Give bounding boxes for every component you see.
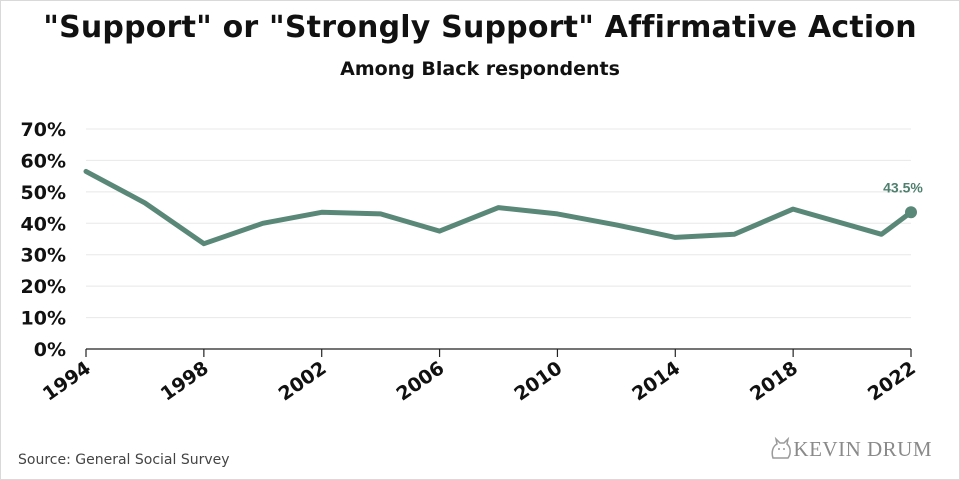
series-line	[83, 168, 914, 247]
chart-title: "Support" or "Strongly Support" Affirmat…	[43, 10, 917, 45]
y-tick-label: 50%	[21, 182, 66, 204]
x-tick-label: 1998	[157, 357, 213, 405]
y-tick-label: 70%	[21, 119, 66, 141]
kevin-drum-logo: KEVIN DRUM	[769, 436, 932, 462]
y-tick-label: 60%	[21, 150, 66, 172]
x-tick-label: 2018	[746, 357, 802, 405]
y-tick-label: 0%	[34, 339, 66, 361]
x-tick-label: 2014	[628, 357, 684, 405]
x-tick-label: 2006	[392, 357, 448, 405]
y-tick-label: 30%	[21, 245, 66, 267]
end-value-label: 43.5%	[883, 179, 923, 195]
y-tick-label: 40%	[21, 213, 66, 235]
source-note: Source: General Social Survey	[18, 452, 230, 468]
chart-subtitle: Among Black respondents	[340, 58, 620, 80]
x-tick-label: 1994	[39, 357, 95, 405]
x-tick-label: 2022	[864, 357, 920, 405]
cat-logo-icon	[771, 436, 792, 459]
y-tick-label: 20%	[21, 276, 66, 298]
logo-text: KEVIN DRUM	[793, 436, 932, 461]
x-tick-label: 2002	[275, 357, 331, 405]
y-tick-label: 10%	[21, 308, 66, 330]
x-tick-label: 2010	[510, 357, 566, 405]
end-point-marker	[905, 206, 917, 219]
